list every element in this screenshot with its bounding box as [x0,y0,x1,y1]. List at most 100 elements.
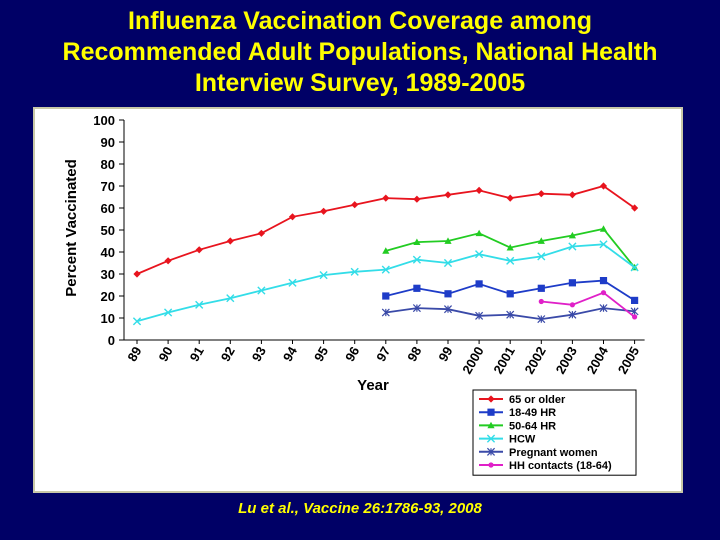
series [133,182,639,278]
x-axis-label: Year [357,377,389,394]
y-tick-label: 100 [93,113,115,128]
data-point [413,195,421,203]
data-point [319,271,328,280]
x-tick-label: 90 [155,344,175,364]
data-point [599,304,608,313]
data-point [506,244,514,251]
data-point [538,298,544,305]
data-point [133,270,141,278]
data-point [537,190,545,198]
x-tick-label: 96 [342,344,362,364]
data-point [599,182,608,190]
x-tick-label: 2003 [553,344,580,377]
data-point [444,290,452,298]
y-tick-label: 50 [101,223,115,238]
data-point [475,311,484,320]
legend-label: HH contacts (18-64) [509,460,612,472]
data-point [350,267,359,276]
data-point [537,252,546,261]
legend-label: 18-49 HR [509,407,556,419]
data-point [382,292,390,300]
data-point [506,256,515,265]
series [132,240,639,326]
series [381,304,639,324]
citation: Lu et al., Vaccine 26:1786-93, 2008 [238,500,482,517]
legend-box [472,389,637,476]
x-tick-label: 97 [373,344,393,364]
data-point [413,238,421,245]
legend-label: Pregnant women [509,447,598,459]
data-point [568,279,576,287]
data-point [630,263,639,272]
series-line [541,291,636,318]
y-tick-label: 90 [101,135,115,150]
legend-label: 65 or older [509,394,566,406]
x-tick-label: 92 [218,344,238,364]
y-tick-label: 30 [101,267,115,282]
data-point [475,280,483,288]
data-point [412,304,421,313]
data-point [631,204,639,212]
data-point [443,258,453,268]
data-point [444,237,452,244]
data-point [599,225,608,232]
data-point [487,395,495,403]
x-tick-label: 2000 [459,344,486,377]
data-point [381,265,390,274]
data-point [568,242,577,251]
data-point [444,191,452,199]
data-point [382,247,390,254]
legend-label: 50-64 HR [509,420,556,432]
data-point [320,207,328,215]
data-point [568,191,576,199]
data-point [288,278,297,287]
x-tick-label: 2001 [490,344,517,377]
y-tick-label: 10 [101,311,115,326]
y-tick-label: 60 [101,201,115,216]
x-tick-label: 99 [435,344,455,364]
data-point [487,408,495,416]
data-point [568,310,577,319]
x-tick-label: 95 [311,344,331,364]
y-tick-label: 40 [101,245,115,260]
data-point [288,213,297,221]
x-tick-label: 2004 [584,343,612,376]
data-point [195,246,203,254]
data-point [568,231,576,239]
title-line-3: Interview Survey, 1989-2005 [194,69,526,97]
data-point [351,201,359,209]
data-point [537,315,546,324]
data-point [164,308,173,317]
legend-label: HCW [509,434,536,446]
data-point [132,317,142,326]
data-point [631,296,639,304]
data-point [226,294,235,303]
data-point [537,237,545,244]
x-tick-label: 89 [124,344,144,364]
data-point [412,255,421,264]
data-point [475,229,483,237]
title-line-2: Recommended Adult Populations, National … [62,38,658,66]
data-point [475,250,484,259]
title-line-1: Influenza Vaccination Coverage among [127,7,592,35]
data-point [599,277,608,285]
x-tick-label: 94 [280,343,301,364]
data-point [600,290,607,296]
y-tick-label: 0 [108,333,115,348]
data-point [257,286,266,295]
slide-title: Influenza Vaccination Coverage among Rec… [0,6,720,99]
data-point [630,307,639,316]
data-point [475,186,483,194]
series-layer [132,182,639,326]
series [382,277,639,304]
y-axis-label: Percent Vaccinated [63,159,80,297]
data-point [195,300,204,309]
x-tick-label: 2002 [521,344,548,377]
x-tick-label: 98 [404,344,424,364]
data-point [487,421,495,429]
data-point [486,434,496,443]
data-point [537,284,545,292]
y-tick-label: 20 [101,289,115,304]
